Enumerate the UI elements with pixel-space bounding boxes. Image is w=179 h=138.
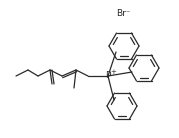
Text: +: + xyxy=(110,69,116,75)
Text: Br⁻: Br⁻ xyxy=(116,10,131,18)
Text: P: P xyxy=(105,71,111,80)
